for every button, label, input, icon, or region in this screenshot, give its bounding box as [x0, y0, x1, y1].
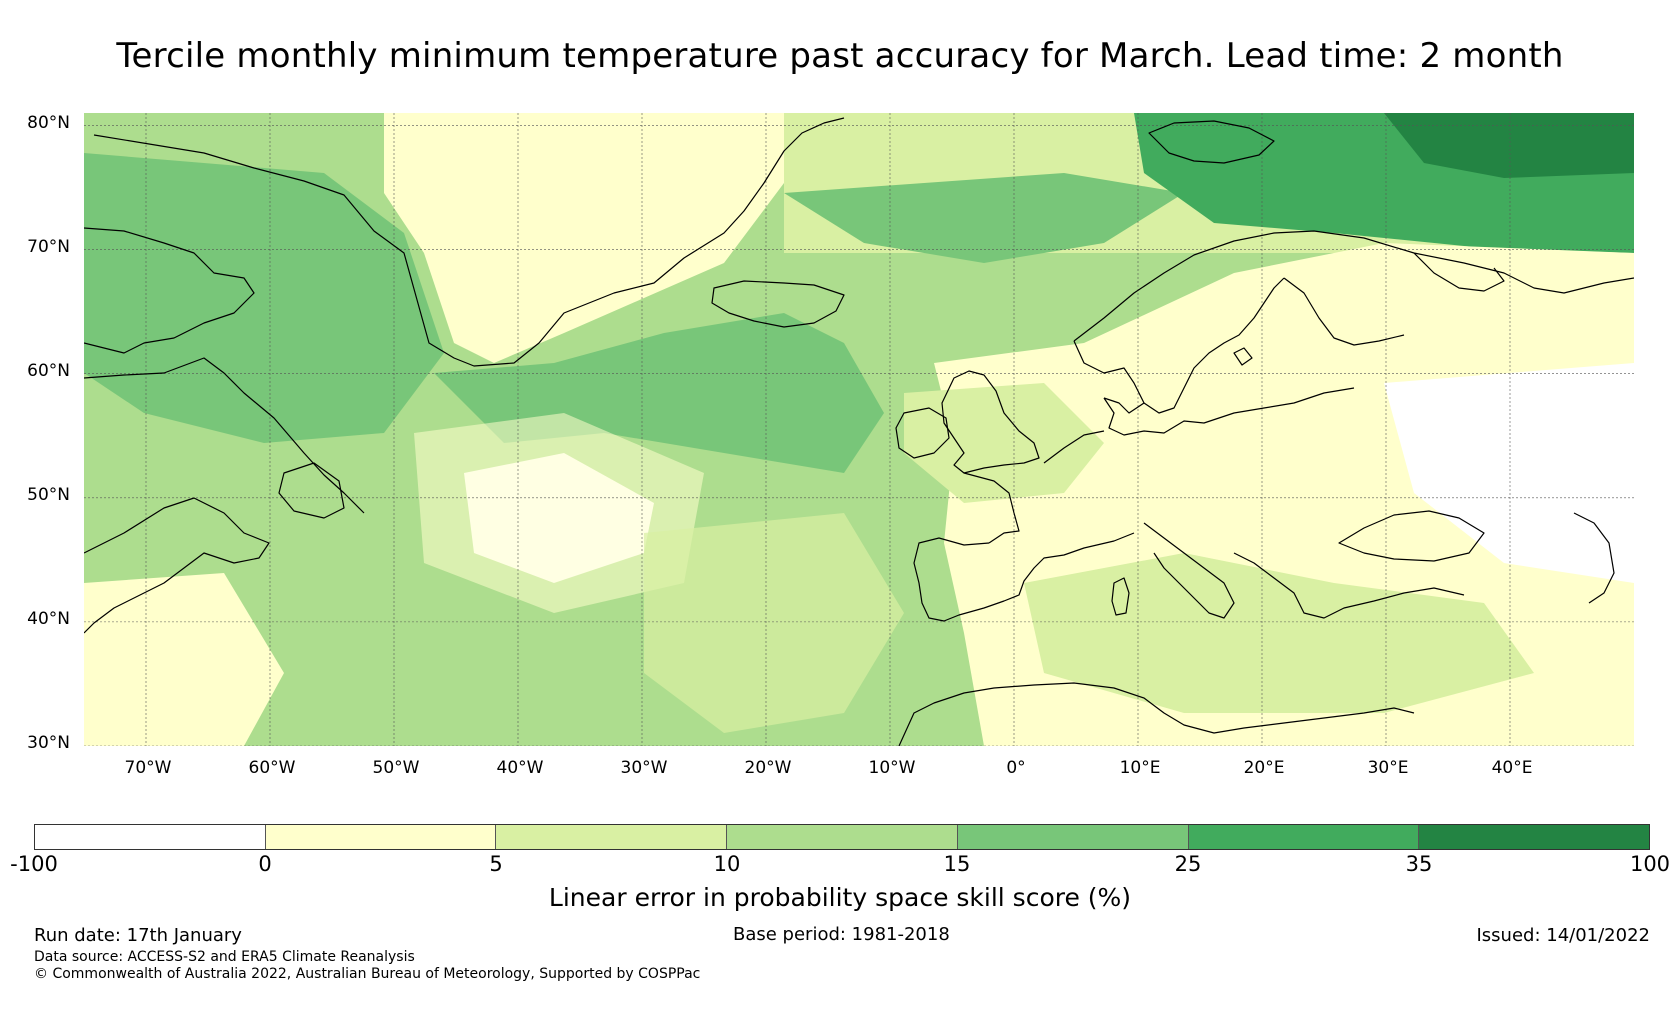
- lon-label-30e: 30°E: [1367, 758, 1409, 778]
- lon-label-70w: 70°W: [124, 758, 172, 778]
- colorbar-segment: [265, 825, 497, 849]
- coast-gotland: [1233, 347, 1253, 366]
- coast-norway-south: [1073, 340, 1145, 414]
- data-source: Data source: ACCESS-S2 and ERA5 Climate …: [34, 949, 415, 965]
- coast-caspian: [1573, 512, 1615, 604]
- coast-black-sea: [1338, 510, 1485, 562]
- colorbar-tick: 25: [1174, 852, 1202, 876]
- lon-label-10w: 10°W: [868, 758, 916, 778]
- coast-labrador: [84, 357, 365, 514]
- lon-label-20e: 20°E: [1243, 758, 1285, 778]
- colorbar-tick: 10: [713, 852, 741, 876]
- coast-sweden-baltic: [1143, 277, 1285, 414]
- coast-svalbard: [1148, 120, 1275, 164]
- colorbar-segment: [1419, 825, 1650, 849]
- coast-italy: [1143, 522, 1235, 619]
- colorbar-tick: 15: [943, 852, 971, 876]
- colorbar-segment: [957, 825, 1189, 849]
- coast-finland: [1283, 277, 1405, 346]
- lon-label-50w: 50°W: [372, 758, 420, 778]
- colorbar-label: Linear error in probability space skill …: [548, 883, 1132, 912]
- coast-white-sea: [1413, 252, 1505, 292]
- colorbar-segment: [35, 825, 266, 849]
- colorbar-tick: -100: [10, 852, 58, 876]
- lon-label-10e: 10°E: [1119, 758, 1161, 778]
- lat-label-30n: 30°N: [27, 733, 70, 753]
- coast-baffin: [84, 227, 255, 354]
- coast-greenland: [93, 117, 845, 367]
- region-labrador-green: [84, 153, 444, 443]
- coast-north-europe: [1043, 430, 1105, 464]
- base-period: Base period: 1981-2018: [733, 924, 950, 945]
- coast-sardinia: [1111, 577, 1130, 616]
- skill-score-map: [84, 113, 1634, 746]
- lon-label-40w: 40°W: [496, 758, 544, 778]
- issued-date: Issued: 14/01/2022: [1476, 925, 1650, 946]
- coast-iceland: [711, 280, 845, 328]
- coast-britain: [941, 370, 1040, 474]
- region-barents-dark: [1384, 113, 1634, 178]
- coast-france: [963, 472, 1020, 544]
- graticule: [84, 113, 1634, 746]
- lon-label-30w: 30°W: [620, 758, 668, 778]
- region-britain-lightgreen: [904, 383, 1104, 503]
- coast-scandinavia: [1073, 230, 1634, 342]
- region-sw-yellow: [84, 573, 284, 746]
- lat-label-60n: 60°N: [27, 361, 70, 381]
- lon-label-40e: 40°E: [1491, 758, 1533, 778]
- coast-balkans: [1233, 552, 1465, 619]
- colorbar-tick: 0: [258, 852, 272, 876]
- run-date: Run date: 17th January: [34, 925, 242, 946]
- skill-regions: [84, 113, 1634, 746]
- lat-label-80n: 80°N: [27, 113, 70, 133]
- colorbar-tick: 35: [1405, 852, 1433, 876]
- colorbar-tick: 100: [1629, 852, 1671, 876]
- colorbar-tick: 5: [489, 852, 503, 876]
- lat-label-70n: 70°N: [27, 237, 70, 257]
- coastlines: [84, 117, 1634, 746]
- colorbar-segment: [727, 825, 958, 849]
- coast-newfoundland: [278, 462, 345, 519]
- coast-denmark: [1103, 387, 1355, 436]
- lat-label-50n: 50°N: [27, 485, 70, 505]
- region-greenland-yellow: [384, 113, 784, 363]
- region-norwegian-green: [784, 173, 1184, 263]
- lat-label-40n: 40°N: [27, 609, 70, 629]
- region-central-lightgreen: [644, 513, 904, 733]
- chart-title: Tercile monthly minimum temperature past…: [116, 36, 1564, 76]
- colorbar-segment: [1188, 825, 1420, 849]
- lon-label-60w: 60°W: [248, 758, 296, 778]
- coast-north-africa: [898, 682, 1415, 746]
- region-east-white: [1384, 363, 1634, 583]
- coast-iberia: [913, 532, 1135, 622]
- lon-label-20w: 20°W: [744, 758, 792, 778]
- coast-st-lawrence: [84, 497, 270, 634]
- lon-label-0: 0°: [1006, 758, 1026, 778]
- region-midatlantic-yellow: [414, 413, 704, 613]
- colorbar: [34, 824, 1650, 850]
- colorbar-segment: [496, 825, 728, 849]
- coast-ireland: [895, 407, 950, 459]
- copyright: © Commonwealth of Australia 2022, Austra…: [34, 966, 701, 982]
- map-canvas: [84, 113, 1634, 746]
